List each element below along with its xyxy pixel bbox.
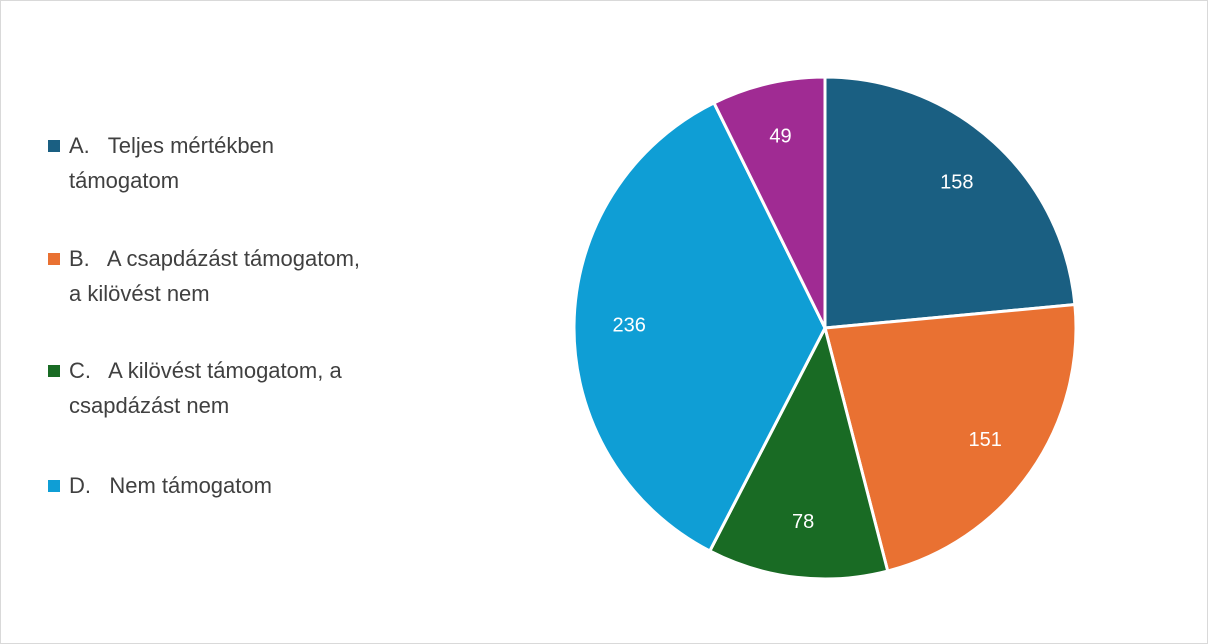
legend-label: D. Nem támogatom [69, 473, 272, 498]
pie-slice [823, 302, 1078, 573]
pie-slice [823, 75, 1077, 330]
legend-swatch [48, 253, 60, 265]
legend-label: C. A kilövést támogatom, a csapdázást ne… [69, 358, 348, 418]
legend-entry: B. A csapdázást támogatom, a kilövést ne… [48, 241, 374, 311]
data-label: 78 [792, 511, 814, 533]
pie-slice [707, 323, 890, 581]
data-label: 151 [969, 429, 1002, 451]
legend-swatch [48, 365, 60, 377]
legend-label: B. A csapdázást támogatom, a kilövést ne… [69, 246, 367, 306]
pie-slice [711, 75, 827, 329]
legend-label: A. Teljes mértékben támogatom [69, 133, 281, 193]
data-label: 236 [613, 314, 646, 336]
legend-entry: A. Teljes mértékben támogatom [48, 128, 374, 198]
data-label: 49 [769, 126, 791, 148]
data-label: 158 [940, 172, 973, 194]
legend-swatch [48, 480, 60, 492]
pie-slice [572, 100, 827, 554]
legend-entry: D. Nem támogatom [48, 468, 374, 503]
legend-entry: C. A kilövést támogatom, a csapdázást ne… [48, 353, 374, 423]
legend-swatch [48, 140, 60, 152]
